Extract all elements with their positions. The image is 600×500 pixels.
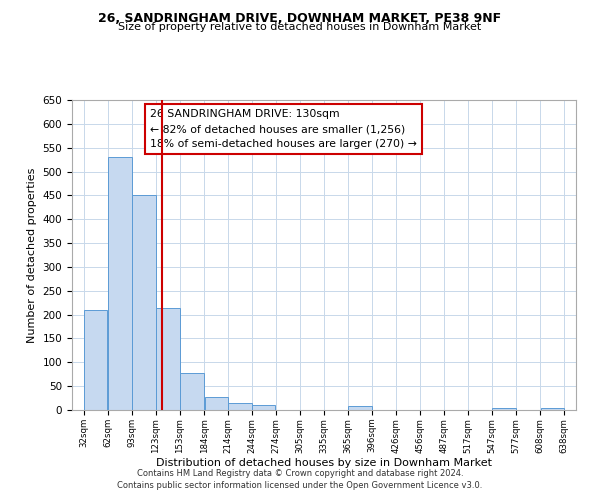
- Y-axis label: Number of detached properties: Number of detached properties: [27, 168, 37, 342]
- Text: Contains public sector information licensed under the Open Government Licence v3: Contains public sector information licen…: [118, 481, 482, 490]
- Bar: [205, 397, 228, 410]
- Bar: [156, 308, 179, 410]
- Bar: [492, 408, 515, 410]
- Bar: [180, 373, 204, 410]
- Text: 26 SANDRINGHAM DRIVE: 130sqm
← 82% of detached houses are smaller (1,256)
18% of: 26 SANDRINGHAM DRIVE: 130sqm ← 82% of de…: [150, 110, 417, 149]
- Bar: [108, 157, 132, 410]
- Text: Size of property relative to detached houses in Downham Market: Size of property relative to detached ho…: [118, 22, 482, 32]
- Text: Contains HM Land Registry data © Crown copyright and database right 2024.: Contains HM Land Registry data © Crown c…: [137, 468, 463, 477]
- X-axis label: Distribution of detached houses by size in Downham Market: Distribution of detached houses by size …: [156, 458, 492, 468]
- Bar: [252, 405, 275, 410]
- Bar: [541, 408, 564, 410]
- Bar: [133, 196, 156, 410]
- Text: 26, SANDRINGHAM DRIVE, DOWNHAM MARKET, PE38 9NF: 26, SANDRINGHAM DRIVE, DOWNHAM MARKET, P…: [98, 12, 502, 26]
- Bar: [348, 406, 372, 410]
- Bar: [84, 310, 107, 410]
- Bar: [229, 403, 251, 410]
